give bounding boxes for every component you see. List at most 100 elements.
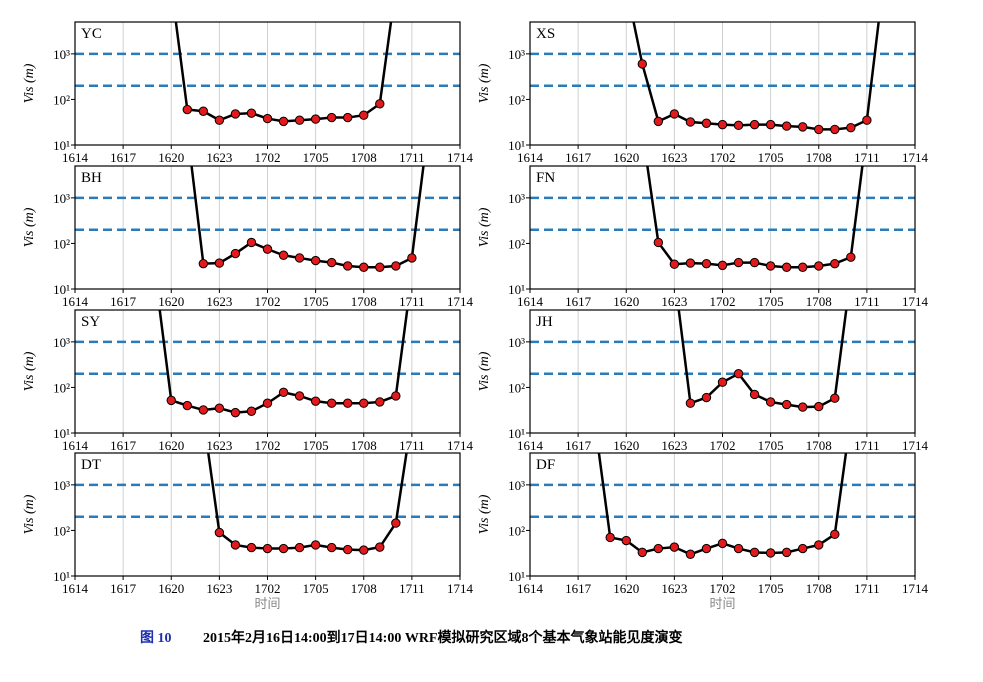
data-point xyxy=(590,413,598,421)
data-point xyxy=(103,413,111,421)
data-point xyxy=(135,413,143,421)
y-axis-label: Vis (m) xyxy=(477,351,492,391)
plot-frame xyxy=(529,309,916,434)
panel: 1614 1617 1620 1623 1702 1705 1708 1711 171410¹1… xyxy=(477,21,929,165)
data-point xyxy=(749,389,760,400)
data-point xyxy=(590,126,598,134)
data-point xyxy=(343,261,353,271)
x-tick-label: 1705 xyxy=(303,581,329,596)
data-point xyxy=(103,126,111,134)
x-tick-label: 1708 xyxy=(351,150,377,165)
x-tick-label: 1711 xyxy=(854,294,880,309)
data-point xyxy=(310,396,321,406)
x-tick-label: 1623 xyxy=(661,294,687,309)
data-point xyxy=(798,543,808,554)
data-point xyxy=(424,413,432,421)
x-tick-label: 1620 xyxy=(613,438,639,453)
panel: 1614 1617 1620 1623 1702 1705 1708 1711 171410¹1… xyxy=(22,21,474,165)
data-point xyxy=(198,106,209,116)
plot-frame xyxy=(74,309,461,434)
x-tick-label: 1620 xyxy=(613,294,639,309)
data-point xyxy=(558,270,566,278)
data-point xyxy=(749,119,760,130)
panel-title: DT xyxy=(81,457,101,473)
x-tick-label: 1617 xyxy=(110,150,137,165)
data-point xyxy=(798,402,808,412)
y-tick-label: 10¹ xyxy=(53,426,70,441)
y-tick-label: 10¹ xyxy=(53,138,70,153)
data-point xyxy=(685,398,696,408)
data-point xyxy=(343,112,353,123)
plot-frame xyxy=(529,165,916,290)
x-tick-label: 1711 xyxy=(854,581,880,596)
plot-area xyxy=(75,413,460,576)
data-point xyxy=(765,261,776,271)
data-point xyxy=(542,126,550,134)
data-point xyxy=(638,126,646,134)
x-tick-label: 1623 xyxy=(661,150,687,165)
panel: 1614 1617 1620 1623 1702 1705 1708 1711 171410¹1… xyxy=(477,270,929,453)
data-point xyxy=(278,250,289,260)
data-point xyxy=(198,258,209,269)
plot-area xyxy=(75,22,460,145)
x-tick-label: 1617 xyxy=(110,438,137,453)
y-axis-label: Vis (m) xyxy=(477,63,492,103)
x-tick-label: 1620 xyxy=(613,150,639,165)
data-point xyxy=(814,540,824,550)
data-point xyxy=(151,126,159,134)
y-tick-label: 10¹ xyxy=(53,569,70,584)
y-tick-label: 10³ xyxy=(508,47,525,62)
data-point xyxy=(278,387,289,398)
y-tick-label: 10² xyxy=(508,380,525,395)
data-point xyxy=(781,547,792,558)
data-point xyxy=(717,119,728,130)
data-point xyxy=(606,126,614,134)
data-point xyxy=(183,413,191,421)
plot-frame xyxy=(74,21,461,146)
data-point xyxy=(310,255,321,266)
x-tick-label: 1708 xyxy=(351,294,377,309)
x-tick-label: 1714 xyxy=(902,294,929,309)
panel-title: BH xyxy=(81,170,102,186)
data-point xyxy=(214,115,225,125)
x-tick-label: 1617 xyxy=(110,294,137,309)
x-tick-label: 1623 xyxy=(206,438,232,453)
data-point xyxy=(214,258,225,268)
y-tick-label: 10³ xyxy=(508,191,525,206)
data-point xyxy=(847,413,855,421)
data-point xyxy=(749,257,760,268)
data-point xyxy=(558,413,566,421)
panel-title: XS xyxy=(536,26,555,42)
x-tick-label: 1708 xyxy=(806,581,832,596)
x-tick-label: 1620 xyxy=(158,438,184,453)
data-point xyxy=(230,109,241,119)
data-point xyxy=(717,260,728,271)
x-tick-label: 1705 xyxy=(303,438,329,453)
data-point xyxy=(765,548,776,558)
data-point xyxy=(166,395,176,406)
data-point xyxy=(246,237,257,248)
data-point xyxy=(278,116,289,127)
x-tick-label: 1702 xyxy=(710,438,736,453)
x-tick-label: 1714 xyxy=(902,581,929,596)
x-tick-label: 1711 xyxy=(399,581,425,596)
data-point xyxy=(733,543,744,554)
data-point xyxy=(558,126,566,134)
data-point xyxy=(391,391,401,401)
data-point xyxy=(830,529,840,540)
data-point xyxy=(440,270,448,278)
data-point xyxy=(214,527,225,538)
data-point xyxy=(135,126,143,134)
data-point xyxy=(781,121,792,131)
data-point xyxy=(895,126,903,134)
y-tick-label: 10² xyxy=(508,236,525,251)
data-point xyxy=(375,542,385,552)
y-tick-label: 10³ xyxy=(53,478,70,493)
y-tick-label: 10² xyxy=(53,380,70,395)
data-point xyxy=(375,99,385,109)
data-point xyxy=(781,262,792,272)
data-point xyxy=(246,108,257,118)
data-point xyxy=(798,262,808,272)
x-tick-label: 1702 xyxy=(710,581,736,596)
